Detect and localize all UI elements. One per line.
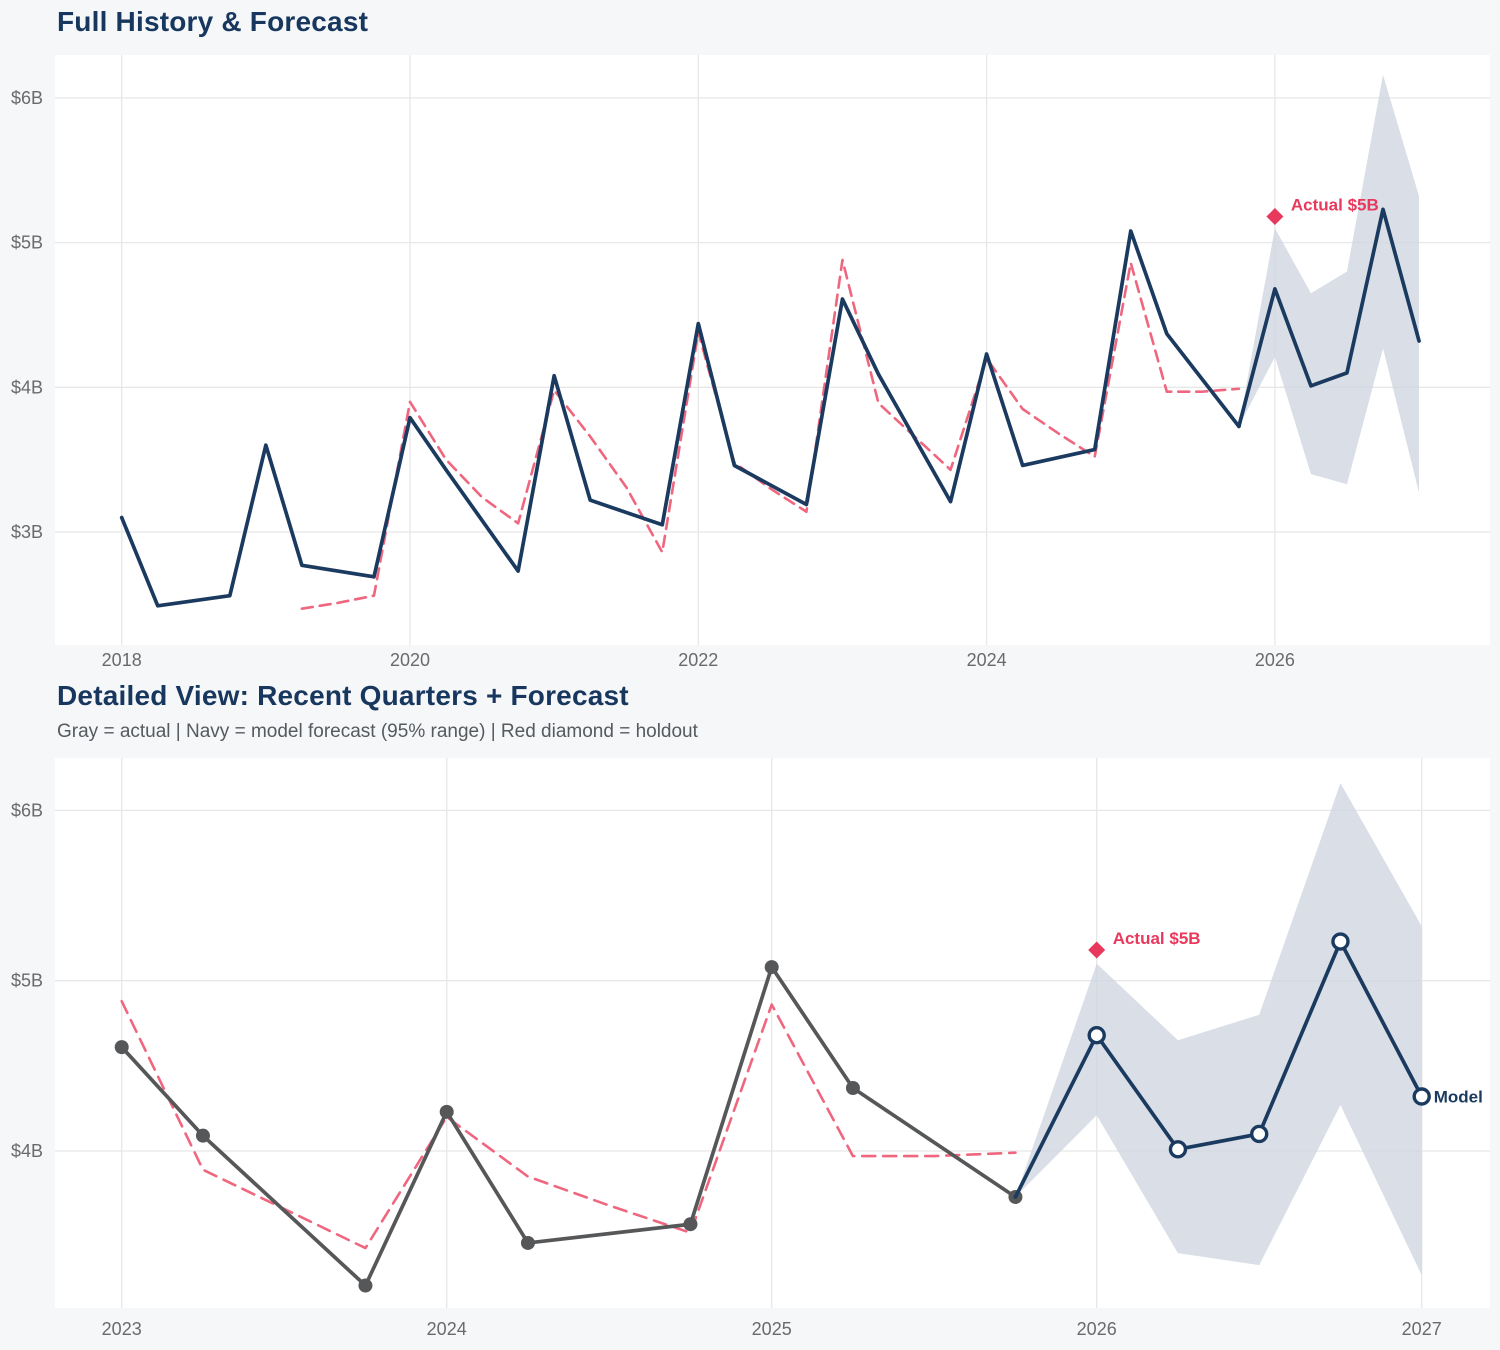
series-line-forecast — [1013, 939, 1424, 1199]
x-tick-label: 2024 — [427, 1319, 467, 1339]
forecast-point-marker — [1168, 1140, 1188, 1159]
forecast-confidence-band — [1238, 74, 1420, 493]
model-line-label: Model — [1434, 1088, 1483, 1107]
bottom-chart-title: Detailed View: Recent Quarters + Forecas… — [57, 680, 629, 711]
x-tick-label: 2026 — [1077, 1319, 1117, 1339]
x-tick-label: 2022 — [678, 650, 718, 670]
holdout-annotation-label: Actual $5B — [1291, 196, 1379, 215]
y-tick-label: $3B — [11, 522, 43, 542]
actual-point-marker — [195, 1128, 210, 1143]
y-tick-label: $4B — [11, 1141, 43, 1161]
y-tick-label: $5B — [11, 971, 43, 991]
forecast-point-marker — [1331, 932, 1350, 951]
series-line-model-fit — [120, 999, 1017, 1250]
y-tick-label: $4B — [11, 377, 43, 397]
actual-point-marker — [114, 1040, 129, 1055]
x-tick-label: 2027 — [1402, 1319, 1442, 1339]
actual-point-marker — [439, 1104, 454, 1119]
y-tick-label: $5B — [11, 233, 43, 253]
forecast-point-marker — [1412, 1087, 1431, 1106]
x-tick-label: 2024 — [967, 650, 1007, 670]
forecast-point-marker — [1087, 1025, 1106, 1045]
x-tick-label: 2020 — [390, 650, 430, 670]
chart-bottom: $6B $5B $4B 2023 2024 2025 2026 2027 Model Actual… — [11, 758, 1490, 1339]
plot-area — [55, 55, 1490, 645]
x-tick-label: 2026 — [1255, 650, 1295, 670]
y-tick-label: $6B — [11, 800, 43, 820]
x-tick-label: 2025 — [752, 1319, 792, 1339]
actual-point-marker — [520, 1235, 535, 1250]
y-tick-label: $6B — [11, 88, 43, 108]
forecast-confidence-band — [1015, 783, 1422, 1276]
x-tick-label: 2018 — [102, 650, 142, 670]
actual-point-marker — [845, 1080, 860, 1095]
bottom-chart-subtitle: Gray = actual | Navy = model forecast (9… — [57, 721, 698, 742]
actual-point-marker — [764, 960, 779, 975]
series-line-actual — [119, 229, 1241, 608]
holdout-diamond-marker — [1266, 208, 1284, 226]
holdout-annotation-label: Actual $5B — [1113, 929, 1201, 948]
x-tick-label: 2023 — [102, 1319, 142, 1339]
actual-point-marker — [358, 1278, 373, 1293]
chart-top: $6B $5B $4B $3B 2018 2020 2022 2024 2026 Actual $… — [11, 55, 1490, 670]
actual-point-marker — [683, 1217, 698, 1232]
forecast-point-marker — [1249, 1124, 1269, 1144]
series-line-model-fit — [300, 258, 1241, 610]
top-chart-title: Full History & Forecast — [57, 6, 369, 37]
series-line-forecast — [1237, 207, 1421, 429]
holdout-diamond-marker — [1088, 941, 1106, 959]
